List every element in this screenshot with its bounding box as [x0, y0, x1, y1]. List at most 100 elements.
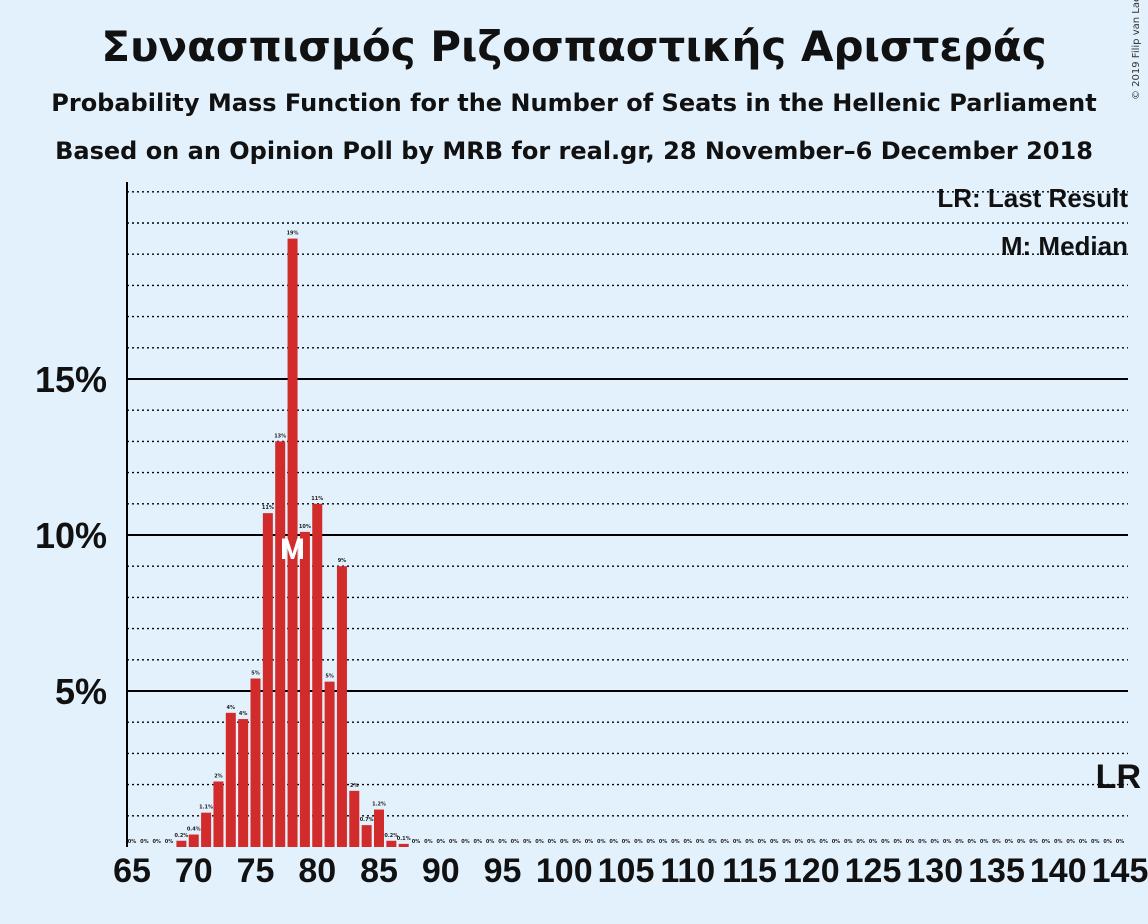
bar-label: 0%	[424, 839, 433, 845]
bar-label: 0%	[684, 839, 693, 845]
bar-label: 0.2%	[384, 833, 398, 839]
bar-label: 5%	[325, 674, 334, 680]
bar-label: 0%	[585, 839, 594, 845]
bar-label: 0%	[708, 839, 717, 845]
bar-label: 0%	[498, 839, 507, 845]
bar	[349, 790, 360, 847]
bar-label: 0%	[992, 839, 1001, 845]
bar-label: 0%	[1103, 839, 1112, 845]
bar-label: 0%	[412, 839, 421, 845]
bar-label: 0%	[152, 839, 161, 845]
bar-label: 0%	[535, 839, 544, 845]
bar	[312, 503, 323, 847]
bar-label: 11%	[311, 496, 323, 502]
bar-label: 0%	[486, 839, 495, 845]
x-tick-label: 100	[536, 852, 593, 890]
legend-median: M: Median	[1000, 231, 1128, 261]
bar	[188, 834, 199, 847]
bar-label: 0%	[622, 839, 631, 845]
bar	[201, 812, 212, 847]
bar-label: 0%	[968, 839, 977, 845]
bar-label: 0%	[474, 839, 483, 845]
bar-label: 0%	[597, 839, 606, 845]
bar	[398, 843, 409, 847]
last-result-marker: LR	[1096, 758, 1141, 796]
bar-label: 0%	[955, 839, 964, 845]
bar-label: 0%	[1066, 839, 1075, 845]
bar-label: 0%	[1054, 839, 1063, 845]
bar-label: 0%	[1017, 839, 1026, 845]
bar-labels: 0% 0% 0% 0%0.2%0.4%1.1%2%4%4%5%11%13%19%10%…	[128, 231, 1125, 845]
x-tick-label: 110	[660, 852, 715, 890]
bar-label: 0%	[646, 839, 655, 845]
bar-label: 0%	[1116, 839, 1125, 845]
bar	[386, 840, 397, 847]
bar-label: 5%	[251, 671, 260, 677]
bar-label: 4%	[239, 711, 248, 717]
bar-label: 0%	[758, 839, 767, 845]
bar-label: 0%	[461, 839, 470, 845]
bar-label: 10%	[299, 524, 311, 530]
y-tick-label: 10%	[35, 515, 107, 556]
bar	[324, 681, 335, 847]
x-tick-label: 65	[113, 852, 151, 890]
markers: M LR	[280, 533, 1141, 796]
bar-label: 2%	[214, 773, 223, 779]
bar	[225, 712, 236, 847]
bar	[299, 531, 310, 847]
bar-label: 0%	[943, 839, 952, 845]
x-tick-label: 85	[360, 852, 398, 890]
y-tick-label: 15%	[35, 359, 107, 400]
bar-label: 0%	[1042, 839, 1051, 845]
bar-label: 0%	[807, 839, 816, 845]
x-tick-label: 105	[598, 852, 655, 890]
bar-label: 0.4%	[187, 827, 201, 833]
bar	[238, 719, 249, 847]
x-tick-label: 115	[722, 852, 777, 890]
x-tick-label: 90	[422, 852, 460, 890]
bar-label: 0%	[1005, 839, 1014, 845]
bar-label: 0%	[844, 839, 853, 845]
bar-label: 0%	[165, 839, 174, 845]
x-tick-label: 70	[175, 852, 213, 890]
bar-label: 0%	[869, 839, 878, 845]
x-tick-label: 145	[1092, 852, 1148, 890]
bar	[275, 441, 286, 847]
bar	[287, 238, 298, 848]
x-tick-label: 80	[298, 852, 336, 890]
bar-label: 4%	[227, 705, 236, 711]
bar-label: 0%	[634, 839, 643, 845]
bar-label: 0.2%	[174, 833, 188, 839]
bar-label: 0%	[931, 839, 940, 845]
x-tick-label: 75	[237, 852, 275, 890]
bar-label: 0%	[1091, 839, 1100, 845]
bar-label: 0%	[745, 839, 754, 845]
bar-label: 0%	[733, 839, 742, 845]
bar-label: 0%	[832, 839, 841, 845]
bar-label: 2%	[350, 783, 359, 789]
chart-title: Συνασπισμός Ριζοσπαστικής Αριστεράς	[101, 22, 1047, 71]
bar-label: 0%	[140, 839, 149, 845]
bar-label: 0.7%	[360, 817, 374, 823]
bar-label: 0%	[906, 839, 915, 845]
y-tick-label: 5%	[55, 671, 107, 712]
x-tick-label: 95	[484, 852, 522, 890]
bar	[213, 781, 224, 847]
bar	[361, 825, 372, 847]
bar-label: 0%	[449, 839, 458, 845]
bar-label: 1.2%	[372, 802, 386, 808]
bar-label: 0%	[609, 839, 618, 845]
bar	[336, 566, 347, 847]
bar-label: 0%	[918, 839, 927, 845]
bar-label: 0%	[128, 839, 137, 845]
legend-last-result: LR: Last Result	[937, 183, 1128, 213]
x-tick-label: 135	[968, 852, 1025, 890]
bar-label: 0%	[1029, 839, 1038, 845]
chart-source: Based on an Opinion Poll by MRB for real…	[55, 137, 1093, 165]
bar-label: 1.1%	[199, 805, 213, 811]
bar-label: 0%	[782, 839, 791, 845]
bar	[262, 513, 273, 847]
bar-label: 0%	[659, 839, 668, 845]
tick-labels: 5% 10% 15% 65 70 75 80 85 90 95 100 105 110 115 120 125…	[35, 359, 1148, 890]
